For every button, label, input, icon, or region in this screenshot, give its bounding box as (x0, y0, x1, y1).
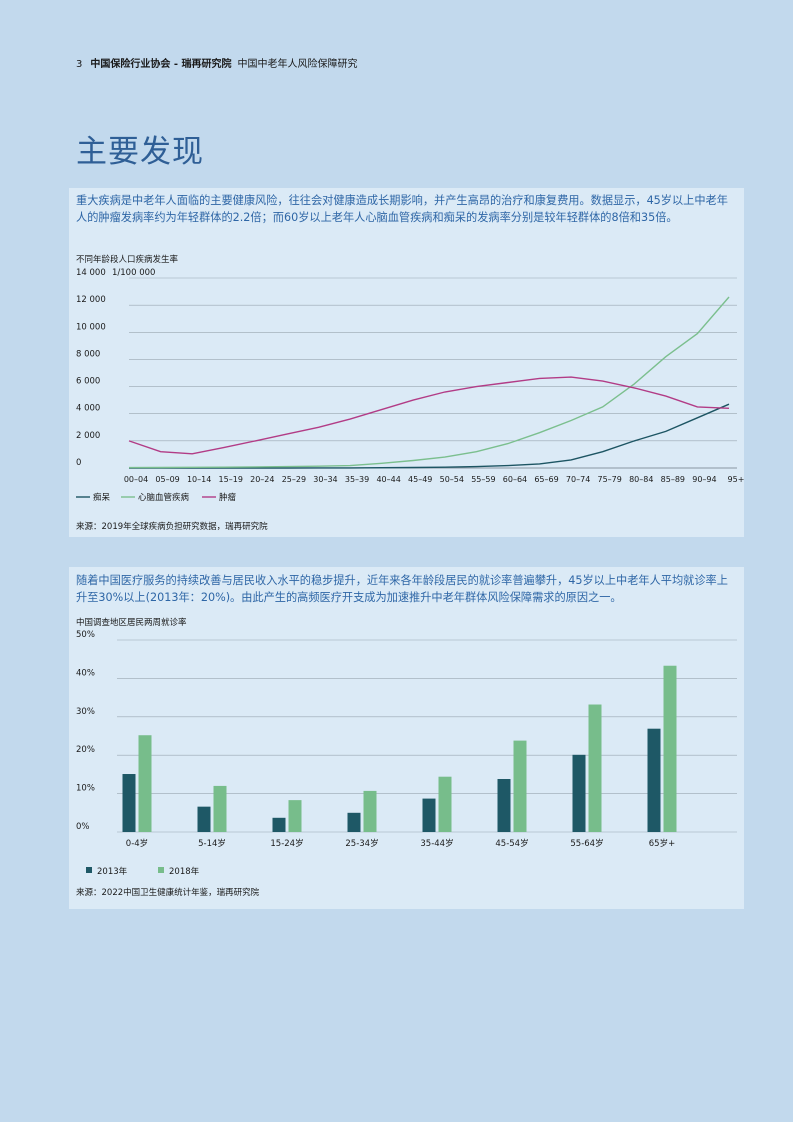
bar-1 (213, 785, 227, 832)
x-tick-label: 35–39 (345, 475, 369, 484)
y-tick-label: 8 000 (76, 349, 100, 359)
bar-1 (438, 776, 452, 832)
legend-swatch (86, 867, 92, 873)
x-tick-label: 25–29 (282, 475, 306, 484)
page-title: 主要发现 (76, 134, 204, 170)
x-tick-label: 95+ (728, 475, 744, 484)
y-tick-label: 30% (76, 707, 95, 717)
x-tick-label: 35-44岁 (420, 838, 453, 849)
visit-intro: 随着中国医疗服务的持续改善与居民收入水平的稳步提升，近年来各年龄段居民的就诊率普… (76, 574, 728, 604)
legend-label: 2013年 (97, 866, 128, 877)
page-number: 3 (76, 59, 83, 70)
series-line-1 (128, 296, 730, 469)
x-tick-label: 50–54 (440, 475, 464, 484)
y-tick-label: 14 000 (76, 268, 106, 278)
bar-1 (663, 665, 677, 832)
x-tick-label: 55–59 (471, 475, 495, 484)
x-tick-label: 05–09 (155, 475, 179, 484)
x-tick-label: 40–44 (376, 475, 400, 484)
x-tick-label: 30–34 (313, 475, 337, 484)
header-org: 中国保险行业协会 - 瑞再研究院 (90, 59, 232, 70)
x-tick-label: 80–84 (629, 475, 653, 484)
legend-swatch (158, 867, 164, 873)
disease-source: 来源：2019年全球疾病负担研究数据，瑞再研究院 (76, 522, 268, 532)
disease-line-chart: 0 2 000 4 000 6 000 8 000 10 000 12 000 14 000 1… (76, 268, 744, 503)
x-tick-label: 20–24 (250, 475, 274, 484)
x-tick-label: 45–49 (408, 475, 432, 484)
bar-0 (122, 774, 136, 832)
y-tick-label: 40% (76, 668, 95, 678)
bar-0 (272, 817, 286, 832)
y-tick-label: 10 000 (76, 322, 106, 332)
x-tick-label: 55-64岁 (570, 838, 603, 849)
x-tick-label: 5-14岁 (198, 838, 226, 849)
x-tick-label: 60–64 (503, 475, 527, 484)
header-report: 中国中老年人风险保障研究 (237, 59, 358, 70)
x-tick-label: 85–89 (661, 475, 685, 484)
y-tick-label: 4 000 (76, 404, 100, 414)
y-axis-unit: 1/100 000 (112, 268, 155, 278)
bar-1 (363, 790, 377, 832)
legend-label: 痴呆 (93, 492, 111, 503)
disease-intro: 重大疾病是中老年人面临的主要健康风险，往往会对健康造成长期影响，并产生高昂的治疗… (76, 194, 728, 224)
visit-bar-chart: 0% 10% 20% 30% 40% 50% 0-4岁 5-14岁 15-24岁 25-34岁 35… (76, 630, 737, 877)
x-tick-label: 15–19 (219, 475, 243, 484)
x-tick-label: 45-54岁 (495, 838, 528, 849)
disease-panel: 重大疾病是中老年人面临的主要健康风险，往往会对健康造成长期影响，并产生高昂的治疗… (69, 188, 744, 537)
bar-0 (572, 754, 586, 832)
x-tick-label: 15-24岁 (270, 838, 303, 849)
bar-0 (422, 798, 436, 832)
y-tick-label: 10% (76, 784, 95, 794)
y-tick-label: 12 000 (76, 295, 106, 305)
bar-0 (497, 779, 511, 832)
series-line-0 (129, 403, 730, 469)
visit-chart-title: 中国调查地区居民两周就诊率 (76, 618, 187, 628)
x-tick-label: 0-4岁 (126, 838, 148, 849)
x-tick-label: 75–79 (598, 475, 622, 484)
x-tick-label: 65–69 (534, 475, 558, 484)
bar-0 (197, 806, 211, 832)
y-tick-label: 6 000 (76, 377, 100, 387)
x-tick-label: 10–14 (187, 475, 211, 484)
bar-1 (138, 735, 152, 832)
series-line-2 (128, 376, 730, 455)
y-tick-label: 0 (76, 458, 81, 468)
bar-1 (288, 800, 302, 832)
bar-1 (588, 704, 602, 832)
x-tick-label: 00–04 (124, 475, 148, 484)
y-tick-label: 50% (76, 630, 95, 640)
visit-panel: 随着中国医疗服务的持续改善与居民收入水平的稳步提升，近年来各年龄段居民的就诊率普… (69, 567, 744, 909)
bar-0 (647, 728, 661, 832)
disease-chart-title: 不同年龄段人口疾病发生率 (76, 255, 179, 265)
y-tick-label: 0% (76, 822, 90, 832)
x-tick-label: 70–74 (566, 475, 590, 484)
visit-source: 来源：2022中国卫生健康统计年鉴，瑞再研究院 (76, 888, 260, 898)
x-tick-label: 90–94 (692, 475, 716, 484)
bar-0 (347, 812, 361, 832)
legend-label: 2018年 (169, 866, 200, 877)
x-tick-label: 25-34岁 (345, 838, 378, 849)
y-tick-label: 20% (76, 745, 95, 755)
y-tick-label: 2 000 (76, 431, 100, 441)
running-header: 3 中国保险行业协会 - 瑞再研究院 中国中老年人风险保障研究 (76, 55, 358, 70)
legend-label: 肿瘤 (219, 492, 237, 503)
bar-1 (513, 740, 527, 832)
x-tick-label: 65岁+ (649, 838, 675, 849)
legend-label: 心脑血管疾病 (138, 492, 190, 503)
